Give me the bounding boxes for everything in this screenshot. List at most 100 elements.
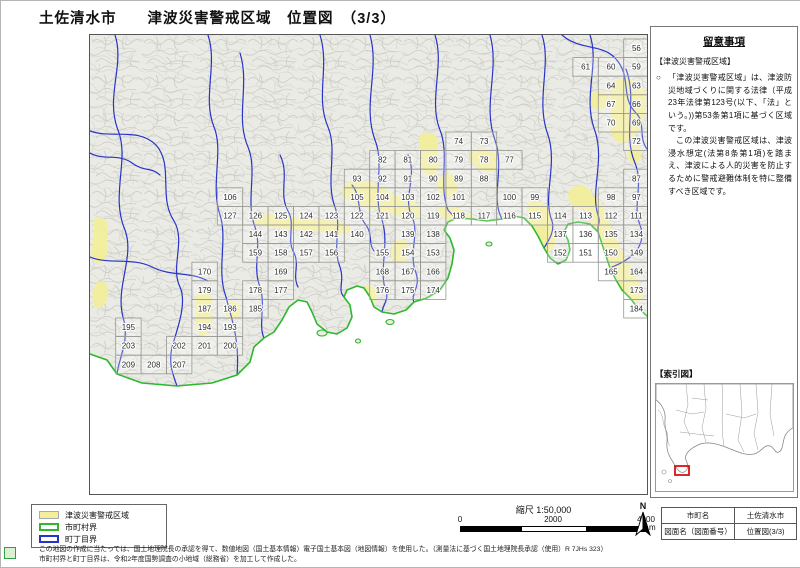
grid-cell-number: 156 bbox=[325, 249, 339, 258]
page-title: 土佐清水市 津波災害警戒区域 位置図 （3/3） bbox=[39, 11, 396, 27]
grid-cell-number: 168 bbox=[376, 267, 390, 276]
grid-cell-number: 159 bbox=[249, 249, 263, 258]
district-boundary-swatch bbox=[39, 535, 59, 543]
grid-cell-number: 105 bbox=[350, 193, 364, 202]
current-sheet-marker bbox=[674, 465, 690, 476]
grid-cell-number: 203 bbox=[122, 342, 136, 351]
grid-cell-number: 208 bbox=[147, 360, 161, 369]
grid-cell-number: 174 bbox=[427, 286, 441, 295]
scale-ticks: 0 2000 4000 bbox=[441, 515, 656, 525]
grid-cell bbox=[343, 224, 371, 245]
grid-cell bbox=[420, 280, 447, 300]
warning-area-layer bbox=[91, 78, 646, 336]
grid-cell-number: 69 bbox=[632, 119, 641, 128]
grid-cell-number: 165 bbox=[604, 267, 618, 276]
grid-cell-number: 115 bbox=[528, 212, 541, 221]
grid-cell-number: 149 bbox=[630, 249, 644, 258]
grid-cell-number: 66 bbox=[632, 100, 641, 109]
grid-cell-number: 194 bbox=[198, 323, 212, 332]
grid-cell-number: 166 bbox=[427, 267, 441, 276]
grid-cell-number: 151 bbox=[579, 249, 593, 258]
grid-cell-number: 91 bbox=[403, 174, 412, 183]
grid-cell-number: 99 bbox=[530, 193, 539, 202]
grid-cell-number: 155 bbox=[376, 249, 390, 258]
legend-item-municipal-boundary: 市町村界 bbox=[39, 521, 166, 533]
sheet-name-label: 図面名（図面番号） bbox=[660, 523, 736, 540]
grid-cell-number: 138 bbox=[427, 230, 441, 239]
main-map: 56 61 60 59 64 63 67 66 70 69 74 73 72 82 81 80 79 78 77 93… bbox=[89, 34, 648, 495]
grid-cell-number: 79 bbox=[454, 156, 463, 165]
grid-cell-number: 126 bbox=[249, 212, 263, 221]
list-bullet: ○ bbox=[656, 73, 661, 82]
grid-cell-number: 118 bbox=[452, 212, 465, 221]
north-label: N bbox=[639, 501, 647, 511]
grid-cell bbox=[267, 280, 294, 300]
municipality-label: 市町名 bbox=[660, 507, 736, 524]
legend-item-district-boundary: 町丁目界 bbox=[39, 533, 166, 545]
sea bbox=[90, 216, 647, 494]
grid-cell-number: 102 bbox=[427, 193, 441, 202]
grid-cell-number: 127 bbox=[223, 212, 237, 221]
grid-cell-number: 119 bbox=[427, 212, 440, 221]
grid-cell-number: 101 bbox=[452, 193, 466, 202]
notes-section-label: 【津波災害警戒区域】 bbox=[655, 57, 735, 66]
district-boundaries bbox=[90, 35, 647, 387]
municipality-value: 土佐清水市 bbox=[734, 507, 797, 524]
grid-cell-number: 201 bbox=[198, 342, 212, 351]
grid-cell-number: 88 bbox=[480, 174, 489, 183]
grid-cell-number: 124 bbox=[300, 212, 314, 221]
notes-heading: 留意事項 bbox=[703, 36, 745, 48]
grid-cell-number: 125 bbox=[274, 212, 288, 221]
prefecture-outline bbox=[655, 383, 794, 473]
grid-cell-number: 167 bbox=[401, 267, 415, 276]
grid-cell-number: 142 bbox=[300, 230, 314, 239]
grid-cell-number: 158 bbox=[274, 249, 288, 258]
scale-label: 縮尺 1:50,000 bbox=[515, 505, 572, 515]
grid-cell-number: 143 bbox=[274, 230, 288, 239]
grid-cell-number: 77 bbox=[505, 156, 514, 165]
footnote-line: 市町村界と町丁目界は、令和2年度国勢調査の小地域（総務省）を加工して作成した。 bbox=[39, 555, 301, 563]
scale-tick: 2000 bbox=[544, 515, 562, 524]
grid-cell bbox=[623, 131, 647, 152]
municipal-boundary-swatch bbox=[39, 523, 59, 531]
footnote-line: この地図の作成に当たっては、国土地理院長の承認を得て、数値地図（国土基本情報）電… bbox=[39, 546, 608, 553]
grid-cell-number: 61 bbox=[581, 63, 590, 72]
grid-cell-number: 184 bbox=[630, 305, 644, 314]
grid-cell bbox=[496, 150, 523, 170]
grid-cell bbox=[242, 298, 269, 319]
legend-item-warning-area: 津波災害警戒区域 bbox=[39, 509, 166, 521]
grid-cell-number: 103 bbox=[401, 193, 415, 202]
notes-paragraph-1: ○ 「津波災害警戒区域」は、津波防災地域づくりに関する法律（平成23年法律第12… bbox=[656, 72, 792, 135]
grid-cell-number: 89 bbox=[454, 174, 463, 183]
scale-tick: 4000 bbox=[637, 515, 655, 524]
grid-cell-number: 187 bbox=[198, 305, 212, 314]
north-arrow: N bbox=[631, 502, 655, 540]
grid-cell-number: 178 bbox=[249, 286, 263, 295]
grid-cell-number: 164 bbox=[630, 267, 644, 276]
grid-cell-number: 60 bbox=[607, 63, 616, 72]
grid-cell-number: 59 bbox=[632, 63, 641, 72]
grid-cell-number: 157 bbox=[300, 249, 314, 258]
warning-area-swatch bbox=[39, 511, 59, 519]
corner-registration-mark bbox=[4, 547, 16, 559]
index-map-label: 【索引図】 bbox=[655, 369, 698, 379]
grid-cell-number: 141 bbox=[325, 230, 339, 239]
municipal-boundary-coastline bbox=[90, 215, 647, 387]
scale-unit: m bbox=[649, 523, 656, 532]
main-map-canvas: 56 61 60 59 64 63 67 66 70 69 74 73 72 82 81 80 79 78 77 93… bbox=[90, 35, 647, 494]
grid-cell-number: 200 bbox=[223, 342, 237, 351]
notes-paragraph-2: この津波災害警戒区域は、津波浸水想定(法第8条第1項)を踏まえ、津波による人的災… bbox=[668, 136, 792, 196]
notes-panel: 留意事項 【津波災害警戒区域】 ○ 「津波災害警戒区域」は、津波防災地域づくりに… bbox=[650, 26, 798, 498]
grid-cell-number: 195 bbox=[122, 323, 136, 332]
mesh-grid-layer: 56 61 60 59 64 63 67 66 70 69 74 73 72 82 81 80 79 78 77 93… bbox=[115, 38, 647, 375]
scale-tick: 0 bbox=[457, 515, 463, 524]
legend-label: 町丁目界 bbox=[65, 534, 97, 544]
scale-bar bbox=[460, 526, 648, 532]
legend: 津波災害警戒区域 市町村界 町丁目界 bbox=[31, 504, 167, 548]
grid-cell bbox=[166, 354, 193, 375]
grid-cell-number: 152 bbox=[554, 249, 568, 258]
grid-cell-number: 134 bbox=[630, 230, 644, 239]
grid-cell-number: 113 bbox=[579, 212, 592, 221]
grid-cell-number: 185 bbox=[249, 305, 263, 314]
grid-cell-number: 111 bbox=[630, 212, 643, 221]
